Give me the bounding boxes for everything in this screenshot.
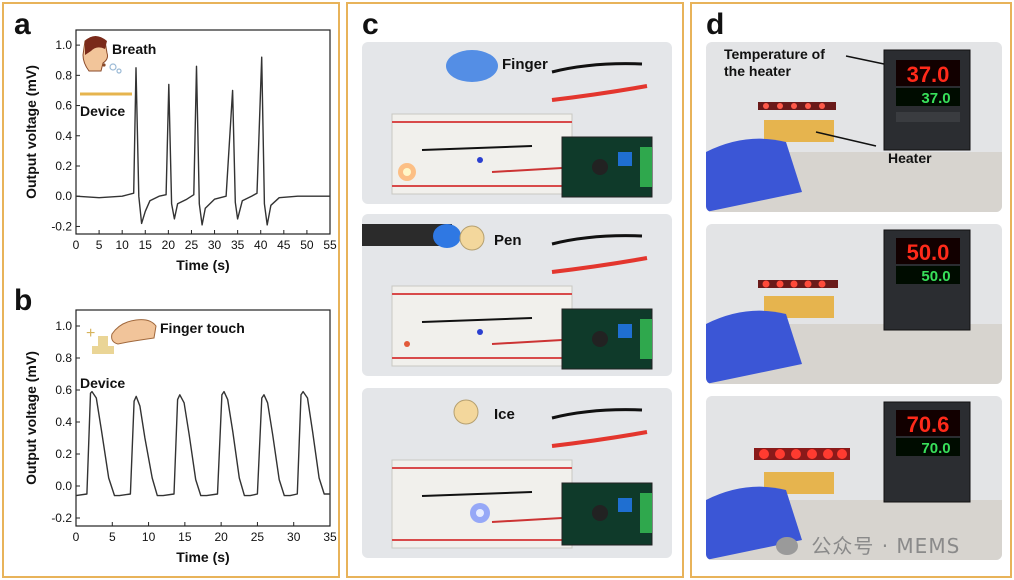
- x-tick-label: 5: [109, 530, 116, 544]
- y-tick-label: 0.8: [55, 351, 72, 365]
- y-tick-label: 0.2: [55, 447, 72, 461]
- x-tick-label: 30: [287, 530, 301, 544]
- chart-b: 0 5 10 15 20 25 30 35 -0.2 0.0 0.2 0.4 0.6 0.8 1.0 Time…: [23, 309, 337, 565]
- y-tick-label: 1.0: [55, 319, 72, 333]
- callout-temperature: Temperature of the heater: [724, 46, 825, 79]
- x-tick-label: 15: [178, 530, 192, 544]
- panel-ab: a b 0 5 10 15 20 25 30 35 40 45 50 55 -0.2 0.0 0.2 0.4 0…: [2, 2, 340, 578]
- callout-heater: Heater: [888, 150, 932, 166]
- panel-d: d 37.0 37.0 Temperature of th: [690, 2, 1012, 578]
- caption-ice: Ice: [494, 406, 515, 423]
- watermark: 公众号 · MEMS: [776, 530, 960, 559]
- chart-a: 0 5 10 15 20 25 30 35 40 45 50 55 -0.2 0.0 0.2 0.4 0.6 0.…: [23, 29, 337, 273]
- annotation-finger-touch: Finger touch: [160, 320, 245, 336]
- y-axis-label: Output voltage (mV): [23, 65, 39, 199]
- y-tick-label: 0.4: [55, 415, 72, 429]
- x-tick-label: 50: [300, 238, 314, 252]
- x-tick-label: 35: [231, 238, 245, 252]
- wechat-icon: [776, 537, 798, 555]
- display-sv-3: 70.0: [921, 440, 950, 457]
- heater-photo-37: 37.0 37.0 Temperature of the heater Heat…: [706, 42, 1002, 212]
- x-tick-label: 45: [277, 238, 291, 252]
- x-tick-label: 15: [139, 238, 153, 252]
- series-line: [75, 390, 330, 497]
- breadboard-photo-finger: Finger: [362, 42, 672, 204]
- x-tick-label: 40: [254, 238, 268, 252]
- display-pv-3: 70.6: [907, 412, 950, 437]
- heater-photo-50: 50.0 50.0: [706, 224, 1002, 384]
- x-axis-label: Time (s): [176, 257, 229, 273]
- x-tick-label: 25: [185, 238, 199, 252]
- x-axis-label: Time (s): [176, 549, 229, 565]
- x-tick-label: 35: [323, 530, 337, 544]
- y-tick-label: 0.0: [55, 479, 72, 493]
- y-tick-label: 0.2: [55, 159, 72, 173]
- y-tick-label: -0.2: [51, 511, 72, 525]
- series-line: [75, 56, 330, 226]
- x-tick-label: 5: [96, 238, 103, 252]
- annotation-device-a: Device: [80, 103, 125, 119]
- y-tick-label: 0.6: [55, 383, 72, 397]
- x-tick-label: 0: [73, 238, 80, 252]
- breath-icon: [82, 36, 122, 74]
- svg-text:+: +: [86, 325, 95, 342]
- panel-label-b: b: [14, 284, 33, 317]
- watermark-text: 公众号 · MEMS: [811, 534, 961, 558]
- x-tick-label: 25: [251, 530, 265, 544]
- x-tick-label: 30: [208, 238, 222, 252]
- finger-touch-icon: +: [86, 319, 157, 354]
- x-tick-label: 20: [214, 530, 228, 544]
- panel-label-d: d: [706, 8, 725, 41]
- display-sv-2: 50.0: [921, 268, 950, 285]
- breadboard-photo-ice: Ice: [362, 388, 672, 558]
- y-tick-label: 0.6: [55, 99, 72, 113]
- x-tick-label: 55: [323, 238, 337, 252]
- led-bar-3: [754, 448, 850, 460]
- annotation-breath: Breath: [112, 41, 156, 57]
- display-pv-1: 37.0: [907, 62, 950, 87]
- heater-photo-70: 70.6 70.0 公众号 · MEMS: [706, 396, 1002, 560]
- display-sv-1: 37.0: [921, 90, 950, 107]
- y-tick-label: -0.2: [51, 219, 72, 233]
- panel-label-a: a: [14, 8, 31, 41]
- annotation-device-b: Device: [80, 375, 125, 391]
- led-bar-1: [758, 102, 836, 110]
- y-axis-label: Output voltage (mV): [23, 351, 39, 485]
- caption-finger: Finger: [502, 56, 548, 73]
- panel-c: c Finger: [346, 2, 684, 578]
- x-tick-label: 10: [116, 238, 130, 252]
- x-tick-label: 0: [73, 530, 80, 544]
- display-pv-2: 50.0: [907, 240, 950, 265]
- y-tick-label: 0.8: [55, 68, 72, 82]
- plot-frame: [75, 309, 331, 527]
- panel-label-c: c: [362, 8, 379, 41]
- y-tick-label: 0.4: [55, 129, 72, 143]
- y-tick-label: 1.0: [55, 38, 72, 52]
- caption-pen: Pen: [494, 232, 522, 249]
- led-bar-2: [758, 280, 838, 288]
- x-tick-label: 10: [142, 530, 156, 544]
- breadboard-photo-pen: Pen: [362, 214, 672, 376]
- y-tick-label: 0.0: [55, 189, 72, 203]
- x-tick-label: 20: [162, 238, 176, 252]
- plot-frame: [75, 29, 331, 235]
